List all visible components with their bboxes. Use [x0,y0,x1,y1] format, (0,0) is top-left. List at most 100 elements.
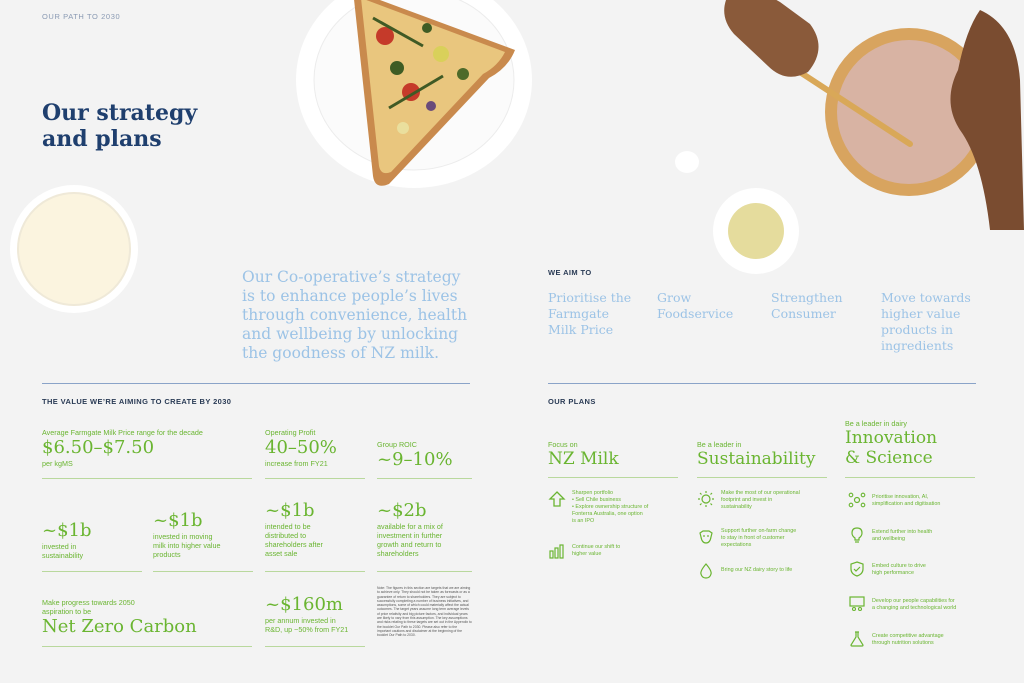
plan-item: Continue our shift to higher value [572,544,682,558]
metric-value: Net Zero Carbon [42,616,197,637]
net-zero-metric: Make progress towards 2050 aspiration to… [42,598,252,638]
plan-column-innovation: Be a leader in dairy Innovation & Scienc… [845,419,975,468]
cow-icon [699,530,713,544]
rnd-metric: ~$160m per annum invested in R&D, up ~50… [265,594,365,634]
lightbulb-icon [851,527,863,543]
aim-line: Prioritise the [548,290,632,305]
plan-rule [845,477,975,478]
metric-sub: sustainability [42,551,84,560]
aim-item: Grow Foodservice [657,290,733,322]
aim-line: products in [881,322,954,337]
aim-item: Move towards higher value products in in… [881,290,971,354]
metric-rule [265,478,365,479]
metric-sub: products [153,550,181,559]
plan-item-text: sustainability [721,504,752,510]
metric-value: 40–50% [265,437,337,458]
title-line-1: Our strategy [42,100,198,126]
plan-title: Innovation [845,428,938,448]
metric-sub: invested in moving [153,532,213,541]
powder-bowl-image [713,188,799,274]
plan-item-text: Create competitive advantage [872,633,944,639]
plan-label: Be a leader in dairy [845,419,907,428]
metric-sub: milk into higher value [153,541,221,550]
metric-rule [153,571,253,572]
plan-title: & Science [845,448,933,468]
metric-value: ~$1b [265,500,315,521]
metric-label: Make progress towards 2050 [42,598,135,607]
operating-profit-metric: Operating Profit 40–50% increase from FY… [265,428,365,468]
milk-bowl-image [10,185,138,313]
metric-label: Operating Profit [265,428,316,437]
metric-rule [42,478,252,479]
metric-rule [377,478,472,479]
plan-column-sustainability: Be a leader in Sustainability [697,440,827,469]
metric-sub: invested in [42,542,77,551]
plan-title: NZ Milk [548,449,619,469]
page-title: Our strategy and plans [42,100,197,152]
aim-line: Consumer [771,306,836,321]
plan-item-text: and wellbeing [872,536,905,542]
statement-line: the goodness of NZ milk. [242,344,439,362]
plans-heading: OUR PLANS [548,397,596,406]
molecule-icon [848,492,866,508]
pizza-plate-image [296,0,532,188]
plan-item-text: through nutrition solutions [872,640,934,646]
people-screen-icon [849,596,865,612]
milk-price-metric: Average Farmgate Milk Price range for th… [42,428,252,468]
metric-sub: shareholders after [265,540,323,549]
metric-rule [42,646,252,647]
aim-line: Strengthen [771,290,843,305]
plan-item-text: Extend further into health [872,529,933,535]
aim-line: Milk Price [548,322,614,337]
aim-line: Move towards [881,290,971,305]
plan-item-text: • Explore ownership structure of [572,504,649,510]
plan-item-text: footprint and invest in [721,497,773,503]
plan-item-text: higher value [572,551,602,557]
statement-line: Our Co-operative’s strategy [242,268,461,286]
plan-item: Bring our NZ dairy story to life [721,567,826,574]
plan-item-text: Embed culture to drive [872,563,926,569]
plan-item: Extend further into health and wellbeing [872,529,982,543]
plan-item-text: to stay in front of customer [721,535,785,541]
sugar-cube-image [675,151,699,173]
aim-item: Strengthen Consumer [771,290,843,322]
metric-label: Average Farmgate Milk Price range for th… [42,428,203,437]
divider [42,383,470,384]
plan-item-text: Prioritise innovation, AI, [872,494,929,500]
sun-icon [698,491,714,507]
metric-sub: per kgMS [42,459,73,468]
metric-rule [42,571,142,572]
growth-investment-metric: ~$2b available for a mix of investment i… [377,500,472,558]
strategy-statement: Our Co-operative’s strategy is to enhanc… [242,268,467,363]
plan-item-text: expectations [721,542,752,548]
plan-item-text: Sharpen portfolio [572,490,614,496]
plan-rule [697,477,827,478]
metric-sub: shareholders [377,549,419,558]
distribution-metric: ~$1b intended to be distributed to share… [265,500,365,558]
drop-icon [700,563,712,579]
plan-item-text: Bring our NZ dairy story to life [721,567,793,573]
metric-value: ~$160m [265,594,343,615]
aim-line: higher value [881,306,961,321]
plan-title: Sustainability [697,449,816,469]
aim-item: Prioritise the Farmgate Milk Price [548,290,631,338]
divider [548,383,976,384]
metric-value: ~$1b [153,510,203,531]
statement-line: and wellbeing by unlocking [242,325,459,343]
plan-item-text: Continue our shift to [572,544,621,550]
plan-item: Embed culture to drive high performance [872,563,982,577]
metric-sub: increase from FY21 [265,459,328,468]
plan-item-text: Support further on-farm change [721,528,797,534]
roic-metric: Group ROIC ~9–10% [377,440,472,471]
metric-rule [265,646,365,647]
plan-item: Develop our people capabilities for a ch… [872,598,982,612]
plan-item: Sharpen portfolio • Sell Chile business … [572,490,682,525]
metric-value: ~$1b [42,520,92,541]
metric-rule [377,571,472,572]
plan-item: Support further on-farm change to stay i… [721,528,826,549]
hands-bowl-image [724,0,1024,230]
plan-rule [548,477,678,478]
aim-line: Farmgate [548,306,609,321]
plan-item-text: a changing and technological world [872,605,957,611]
